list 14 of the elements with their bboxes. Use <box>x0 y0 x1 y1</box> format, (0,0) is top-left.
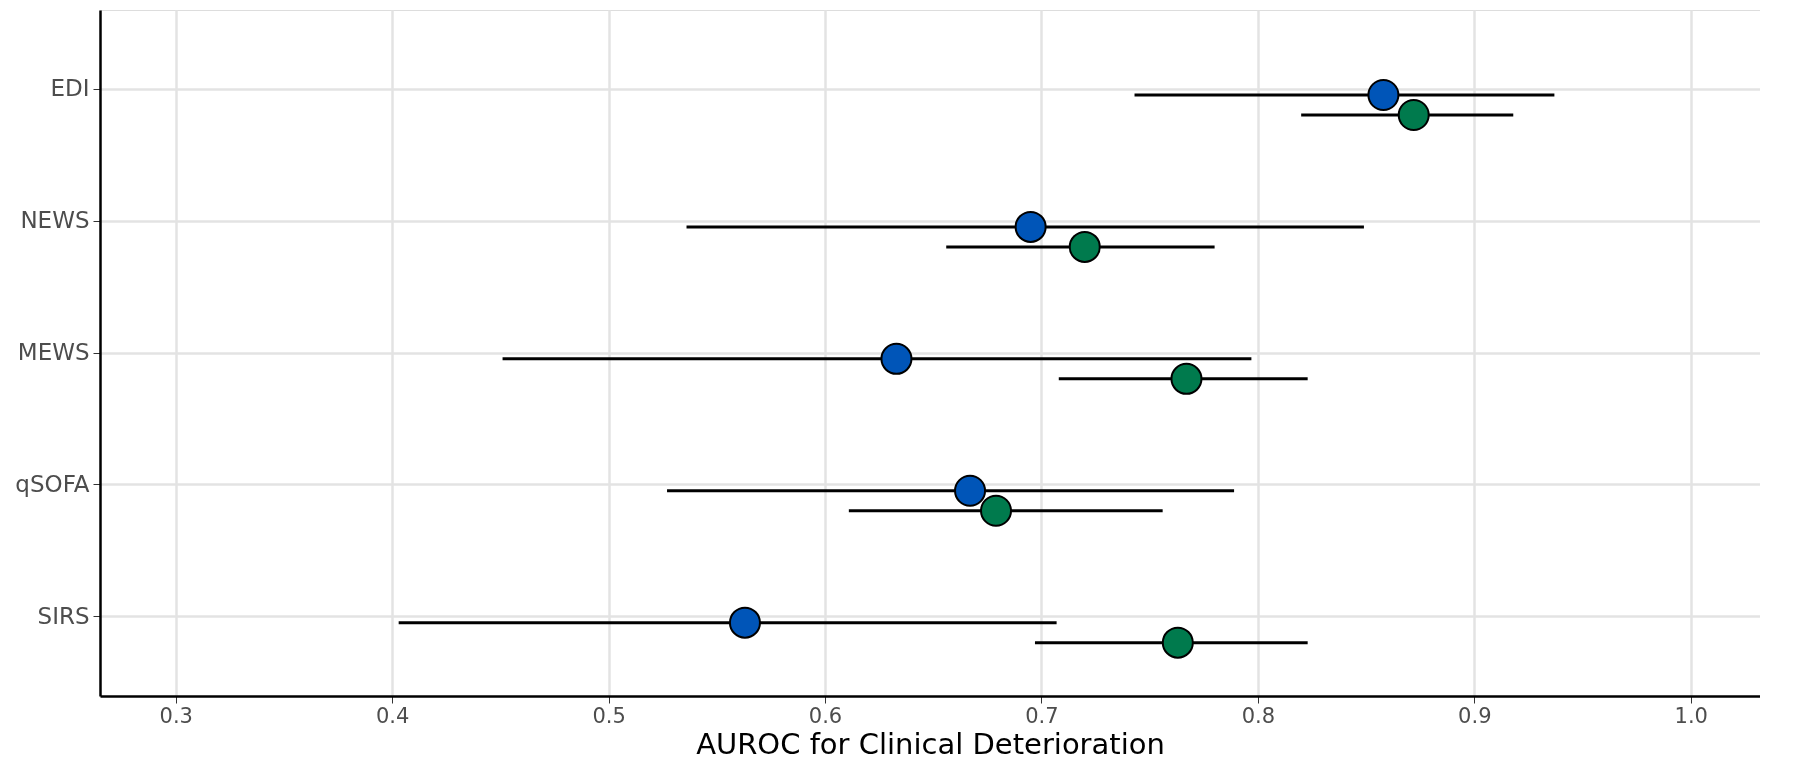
x-tick-label: 0.7 <box>1025 703 1059 728</box>
x-tick-label: 1.0 <box>1674 703 1708 728</box>
x-tick-label: 0.5 <box>592 703 626 728</box>
y-tick-label: qSOFA <box>15 470 90 497</box>
x-tick-label: 0.3 <box>159 703 193 728</box>
x-tick-label: 0.4 <box>375 703 410 728</box>
x-tick-label: 0.8 <box>1241 703 1276 728</box>
x-axis-title: AUROC for Clinical Deterioration <box>696 726 1165 761</box>
x-tick-label: 0.9 <box>1458 703 1492 728</box>
x-tick-label: 0.6 <box>808 703 843 728</box>
y-tick-label: EDI <box>50 75 90 102</box>
y-tick-label: NEWS <box>20 207 90 234</box>
y-tick-label: MEWS <box>17 339 90 365</box>
y-tick-label: SIRS <box>37 602 90 629</box>
